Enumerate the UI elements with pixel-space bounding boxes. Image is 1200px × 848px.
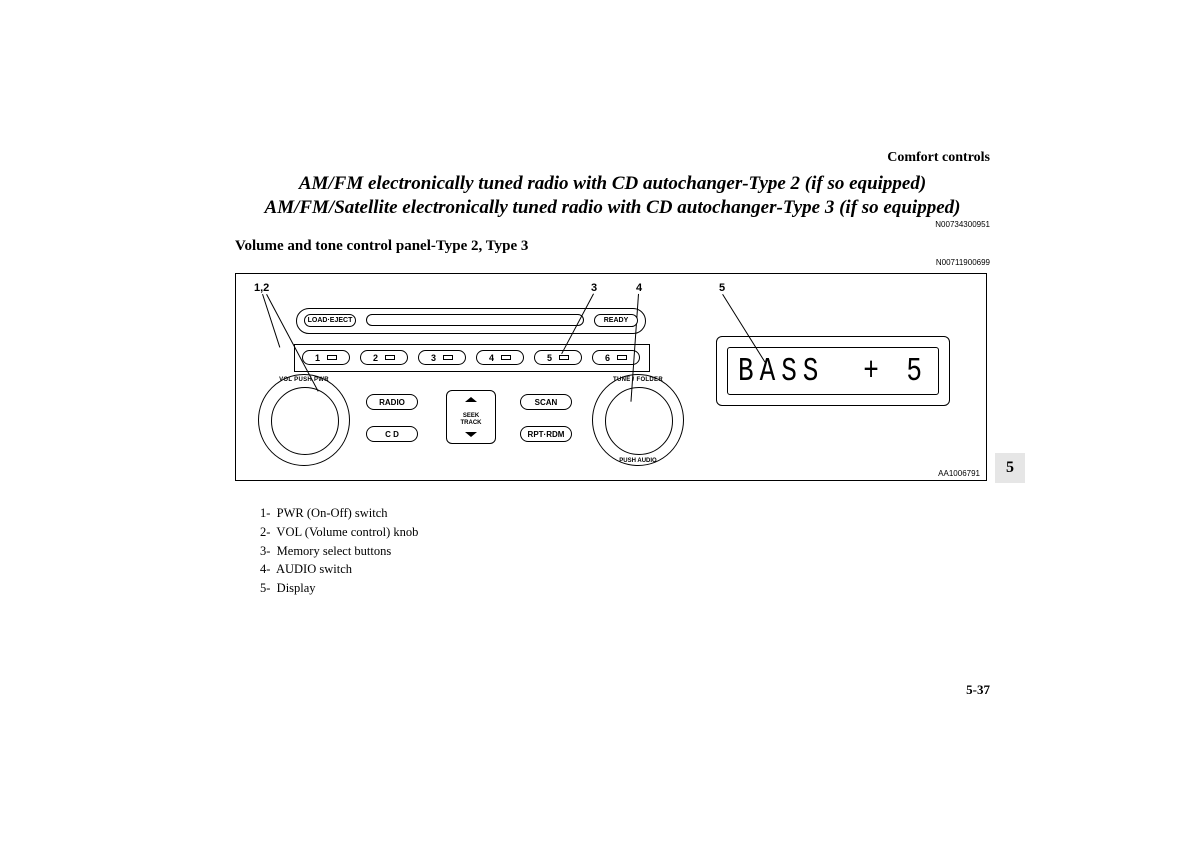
preset-4[interactable]: 4 (476, 350, 524, 365)
callout-3: 3 (591, 282, 597, 294)
tune-knob-label-bot: PUSH AUDIO (593, 458, 683, 464)
seek-up-icon (465, 397, 477, 402)
cd-slot (366, 314, 584, 326)
preset-1[interactable]: 1 (302, 350, 350, 365)
vol-knob-inner (271, 387, 339, 455)
page-title: AM/FM electronically tuned radio with CD… (235, 172, 990, 220)
preset-2[interactable]: 2 (360, 350, 408, 365)
figure-container: 1,2 3 4 5 LOAD·EJECT READY 1 2 3 4 5 6 V… (235, 273, 987, 481)
vol-knob-label: VOL PUSH PWR (259, 377, 349, 383)
radio-button[interactable]: RADIO (366, 394, 418, 410)
preset-5[interactable]: 5 (534, 350, 582, 365)
ref-code-top: N00734300951 (935, 220, 990, 229)
ready-button[interactable]: READY (594, 314, 638, 327)
preset-1-label: 1 (315, 353, 320, 363)
rpt-rdm-button[interactable]: RPT·RDM (520, 426, 572, 442)
preset-4-label: 4 (489, 353, 494, 363)
display-value: + 5 (863, 352, 928, 391)
preset-6[interactable]: 6 (592, 350, 640, 365)
volume-power-knob[interactable]: VOL PUSH PWR (258, 374, 350, 466)
cd-button[interactable]: C D (366, 426, 418, 442)
preset-2-label: 2 (373, 353, 378, 363)
preset-5-label: 5 (547, 353, 552, 363)
callout-4: 4 (636, 282, 642, 294)
chapter-tab: 5 (995, 453, 1025, 483)
legend: 1- PWR (On-Off) switch 2- VOL (Volume co… (260, 504, 418, 598)
legend-item-1: 1- PWR (On-Off) switch (260, 504, 418, 523)
page-number: 5-37 (966, 682, 990, 698)
preset-slot (617, 355, 627, 360)
section-header: Comfort controls (887, 150, 990, 166)
figure-ref-code: AA1006791 (938, 469, 980, 478)
ref-code-sub: N00711900699 (936, 258, 990, 267)
title-line-1: AM/FM electronically tuned radio with CD… (235, 172, 990, 196)
legend-item-2: 2- VOL (Volume control) knob (260, 523, 418, 542)
callout-1-2: 1,2 (254, 282, 269, 294)
legend-item-5: 5- Display (260, 579, 418, 598)
preset-slot (501, 355, 511, 360)
callout-5: 5 (719, 282, 725, 294)
tune-knob-inner (605, 387, 673, 455)
seek-track-button[interactable]: SEEKTRACK (446, 390, 496, 444)
scan-button[interactable]: SCAN (520, 394, 572, 410)
preset-6-label: 6 (605, 353, 610, 363)
legend-item-3: 3- Memory select buttons (260, 542, 418, 561)
preset-slot (385, 355, 395, 360)
seek-down-icon (465, 432, 477, 437)
title-line-2: AM/FM/Satellite electronically tuned rad… (235, 196, 990, 220)
display-screen: BASS + 5 (727, 347, 939, 395)
display-text: BASS (738, 352, 824, 391)
radio-faceplate: LOAD·EJECT READY 1 2 3 4 5 6 VOL PUSH PW… (256, 304, 686, 466)
load-eject-button[interactable]: LOAD·EJECT (304, 314, 356, 327)
subtitle: Volume and tone control panel-Type 2, Ty… (235, 238, 528, 255)
seek-label: SEEKTRACK (447, 413, 495, 426)
preset-row: 1 2 3 4 5 6 (294, 344, 650, 372)
preset-3-label: 3 (431, 353, 436, 363)
legend-item-4: 4- AUDIO switch (260, 560, 418, 579)
preset-slot (559, 355, 569, 360)
preset-slot (327, 355, 337, 360)
preset-3[interactable]: 3 (418, 350, 466, 365)
tune-audio-knob[interactable]: TUNE / FOLDER PUSH AUDIO (592, 374, 684, 466)
display-panel: BASS + 5 (716, 336, 950, 406)
preset-slot (443, 355, 453, 360)
tune-knob-label-top: TUNE / FOLDER (593, 377, 683, 383)
